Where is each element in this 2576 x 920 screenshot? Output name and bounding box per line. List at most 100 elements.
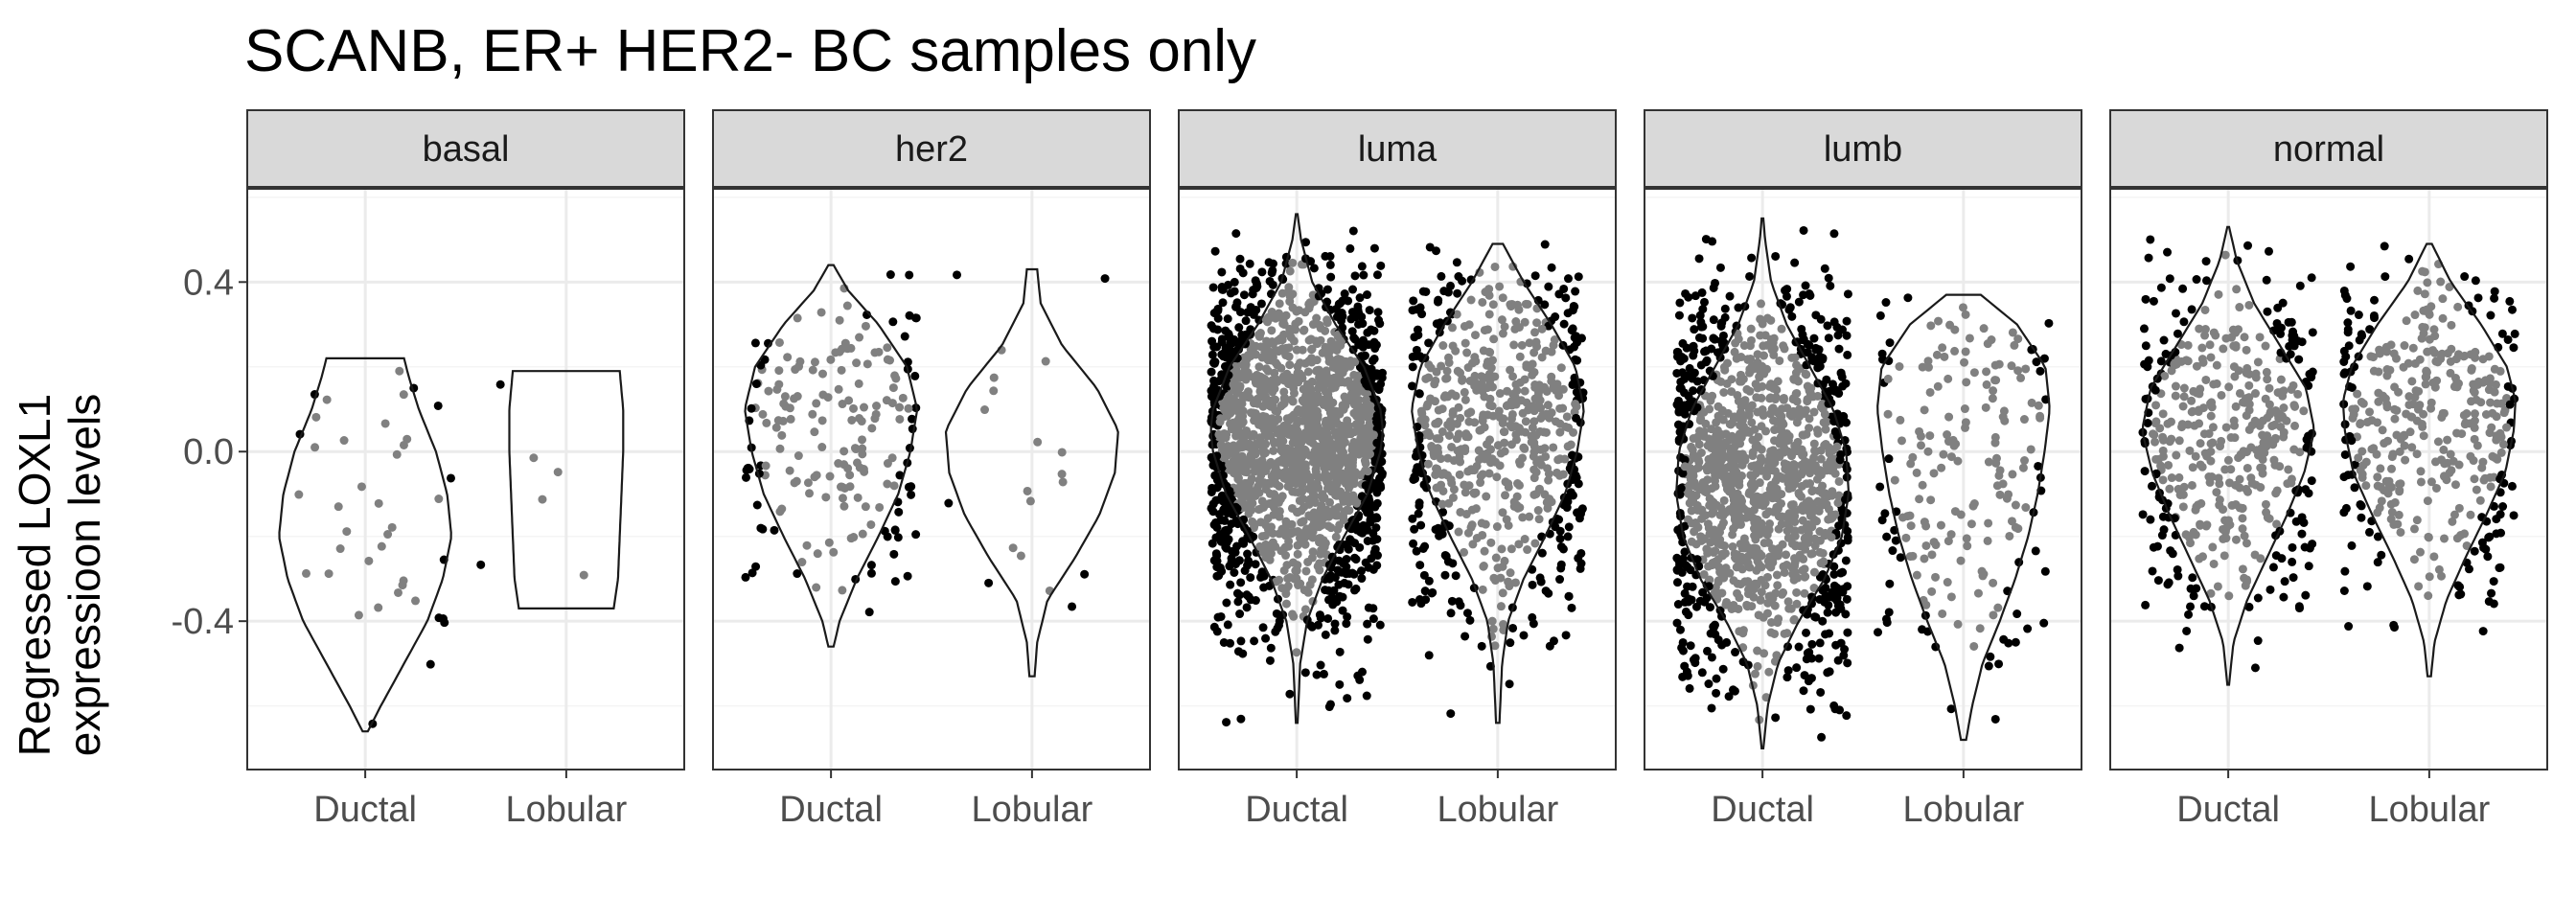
data-point — [1251, 341, 1260, 351]
data-point — [1688, 313, 1697, 323]
data-point — [1354, 309, 1364, 318]
data-point — [1309, 398, 1319, 407]
data-point — [1829, 569, 1839, 579]
data-point — [1675, 298, 1685, 308]
data-point — [1424, 373, 1434, 382]
data-point — [1988, 394, 1997, 403]
data-point — [398, 581, 407, 590]
data-point — [1770, 601, 1780, 610]
data-point — [1821, 591, 1830, 601]
data-point — [1688, 490, 1697, 499]
data-point — [1542, 386, 1552, 396]
data-point — [1492, 472, 1502, 482]
data-point — [1834, 491, 1844, 500]
data-point — [1836, 369, 1846, 379]
data-point — [890, 525, 900, 535]
data-point — [1509, 497, 1519, 507]
strip-background — [246, 109, 685, 188]
data-point — [2165, 484, 2174, 494]
data-point — [1322, 477, 1332, 487]
data-point — [1773, 581, 1782, 590]
data-point — [2158, 432, 2168, 442]
data-point — [1478, 585, 1487, 594]
data-point — [1208, 499, 1218, 509]
data-point — [953, 270, 962, 280]
data-point — [1444, 353, 1454, 362]
data-point — [2195, 554, 2204, 564]
data-point — [2167, 366, 2176, 376]
data-point — [1721, 438, 1731, 448]
data-point — [2010, 340, 2019, 350]
data-point — [1299, 384, 1308, 394]
data-point — [786, 414, 795, 424]
data-point — [2235, 474, 2244, 484]
data-point — [1843, 658, 1852, 668]
data-point — [1961, 418, 1970, 427]
data-point — [1962, 534, 1971, 543]
data-point — [2147, 481, 2156, 491]
group-her2-Lobular: Lobular — [944, 267, 1119, 830]
data-point — [1806, 505, 1816, 515]
data-point — [1277, 335, 1287, 345]
data-point — [1235, 254, 1245, 264]
data-point — [1897, 436, 1906, 446]
data-point — [1500, 322, 1509, 332]
data-point — [1231, 229, 1241, 239]
data-point — [894, 507, 904, 517]
data-point — [1222, 543, 1231, 553]
data-point — [829, 547, 839, 557]
data-point — [1300, 468, 1309, 477]
data-point — [905, 270, 914, 280]
data-point — [1483, 448, 1492, 458]
data-point — [1230, 448, 1240, 457]
group-normal-Lobular: Lobular — [2339, 242, 2519, 830]
data-point — [1918, 362, 1927, 372]
data-point — [2270, 433, 2280, 443]
data-point — [1268, 387, 1277, 397]
data-point — [989, 373, 999, 382]
data-point — [1493, 564, 1503, 573]
data-point — [1701, 357, 1711, 367]
data-point — [2490, 287, 2499, 296]
data-point — [1231, 430, 1241, 440]
data-point — [374, 498, 383, 508]
data-point — [2445, 283, 2454, 292]
data-point — [1269, 474, 1278, 484]
data-point — [1968, 501, 1978, 511]
data-point — [1718, 518, 1728, 528]
data-point — [1322, 366, 1331, 376]
data-point — [1782, 526, 1792, 536]
data-point — [1672, 618, 1682, 628]
data-point — [1275, 529, 1284, 539]
data-point — [2299, 406, 2309, 416]
data-point — [1712, 418, 1721, 427]
data-point — [1316, 534, 1325, 543]
data-point — [2215, 495, 2224, 505]
data-point — [1355, 293, 1365, 303]
data-point — [1765, 409, 1775, 419]
data-point — [2205, 340, 2215, 350]
data-point — [2429, 552, 2439, 562]
data-point — [1333, 524, 1343, 534]
data-point — [1918, 480, 1927, 490]
data-point — [1939, 449, 1948, 459]
data-point — [1485, 401, 1495, 410]
data-point — [1730, 686, 1739, 696]
data-point — [1684, 610, 1693, 620]
data-point — [1515, 503, 1525, 513]
data-point — [2146, 515, 2155, 524]
data-point — [1715, 567, 1725, 577]
data-point — [1431, 464, 1440, 473]
data-point — [838, 586, 847, 595]
data-point — [1209, 622, 1219, 632]
data-point — [538, 494, 547, 504]
data-point — [1289, 383, 1299, 393]
data-point — [2192, 275, 2201, 285]
data-point — [1833, 331, 1843, 340]
data-point — [772, 384, 782, 394]
data-point — [1414, 389, 1424, 399]
data-point — [2419, 431, 2428, 441]
data-point — [2224, 591, 2234, 601]
data-point — [395, 366, 404, 376]
data-point — [1230, 287, 1239, 296]
